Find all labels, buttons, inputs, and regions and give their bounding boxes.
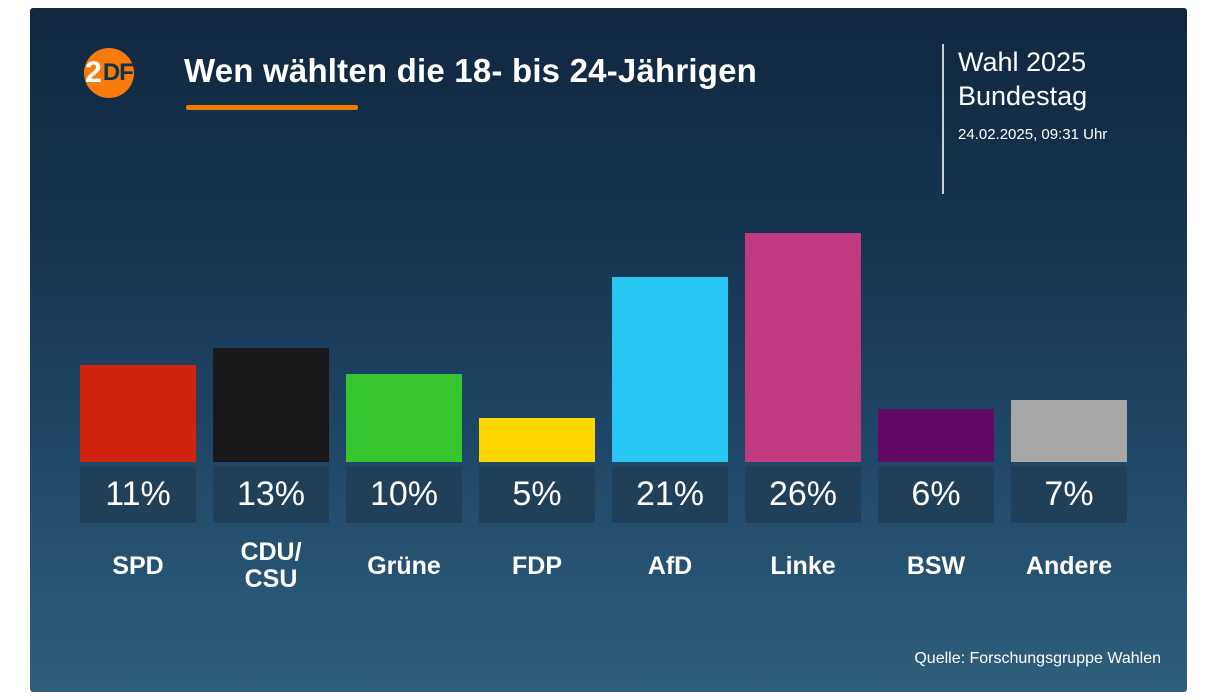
value-label: 10% (369, 475, 439, 513)
bar-column: 5% FDP (479, 212, 595, 595)
value-label: 11% (105, 475, 171, 513)
zdf-logo-2: 2 (85, 56, 102, 89)
bar-area (80, 212, 196, 462)
zdf-logo-circle-icon: 2 DF (84, 48, 134, 98)
category-label: Linke (770, 551, 836, 580)
category-label: AfD (647, 551, 693, 580)
value-label-box: 11% (80, 466, 196, 523)
value-label-box: 5% (479, 466, 595, 523)
value-label-box: 21% (612, 466, 728, 523)
header-divider (942, 44, 944, 194)
category-label: CDU/ CSU (240, 538, 302, 593)
bar-column: 6% BSW (878, 212, 994, 595)
value-label-box: 26% (745, 466, 861, 523)
bar-chart: 11% SPD 13% CDU/ CSU 10% Grüne 5% FDP 21% AfD 26% L… (80, 212, 1127, 595)
bar-column: 13% CDU/ CSU (213, 212, 329, 595)
timestamp: 24.02.2025, 09:31 Uhr (958, 125, 1108, 143)
value-label: 13% (236, 475, 306, 513)
bar (346, 374, 462, 462)
bar-area (1011, 212, 1127, 462)
bar (213, 347, 329, 462)
value-label: 7% (1044, 475, 1094, 513)
bar-area (479, 212, 595, 462)
bar (1011, 400, 1127, 462)
value-label: 5% (512, 475, 562, 513)
value-label-box: 6% (878, 466, 994, 523)
bar (479, 418, 595, 462)
bar (745, 233, 861, 462)
value-label: 21% (635, 475, 705, 513)
value-label: 26% (768, 475, 838, 513)
category-label: BSW (906, 551, 966, 580)
badge-line-2: Bundestag (958, 80, 1088, 111)
badge-line-1: Wahl 2025 (958, 47, 1087, 77)
page-title: Wen wählten die 18- bis 24-Jährigen (184, 52, 758, 89)
category-label: SPD (112, 551, 164, 580)
zdf-logo: 2 DF (84, 48, 202, 98)
bar-column: 10% Grüne (346, 212, 462, 595)
bar (878, 409, 994, 462)
category-label: FDP (512, 551, 562, 580)
zdf-logo-df: DF (102, 59, 134, 86)
category-label: Andere (1025, 551, 1113, 580)
bar-area (346, 212, 462, 462)
source-credit: Quelle: Forschungsgruppe Wahlen (914, 650, 1161, 667)
bar (612, 277, 728, 462)
value-label-box: 10% (346, 466, 462, 523)
bar-column: 26% Linke (745, 212, 861, 595)
bar-column: 11% SPD (80, 212, 196, 595)
bar-column: 7% Andere (1011, 212, 1127, 595)
category-label: Grüne (367, 551, 441, 580)
chart-canvas: 2 DF Wen wählten die 18- bis 24-Jährigen… (30, 8, 1187, 692)
value-label-box: 13% (213, 466, 329, 523)
bar-area (745, 212, 861, 462)
election-badge: Wahl 2025 Bundestag 24.02.2025, 09:31 Uh… (958, 46, 1107, 143)
value-label-box: 7% (1011, 466, 1127, 523)
title-accent-underline (186, 105, 358, 110)
bar (80, 365, 196, 462)
value-label: 6% (911, 475, 961, 513)
bar-area (878, 212, 994, 462)
bar-area (612, 212, 728, 462)
bar-column: 21% AfD (612, 212, 728, 595)
bar-area (213, 212, 329, 462)
